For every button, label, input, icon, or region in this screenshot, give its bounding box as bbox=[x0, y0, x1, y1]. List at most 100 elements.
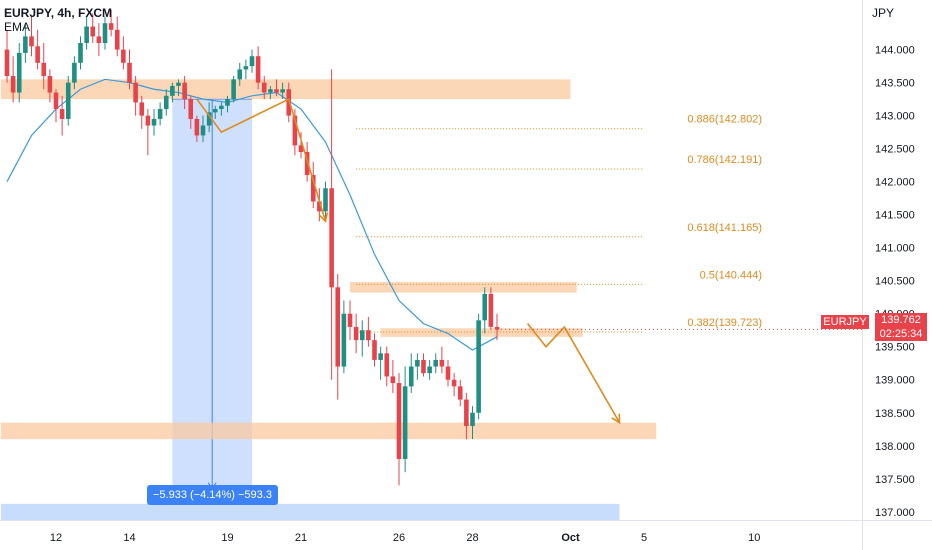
candle bbox=[127, 49, 132, 90]
x-tick-label: 19 bbox=[221, 532, 233, 544]
candle-body bbox=[353, 326, 359, 341]
candle bbox=[121, 36, 126, 70]
supply-demand-zone bbox=[0, 79, 571, 100]
candle bbox=[10, 56, 16, 103]
y-tick-label: 140.500 bbox=[875, 276, 915, 288]
candle bbox=[310, 161, 316, 209]
candle bbox=[72, 56, 77, 90]
candle bbox=[384, 346, 390, 387]
candle-body bbox=[317, 201, 322, 212]
candle bbox=[212, 105, 218, 119]
candle-body bbox=[249, 56, 255, 67]
projection-arrow-head bbox=[318, 212, 329, 223]
y-tick-label: 137.500 bbox=[875, 474, 915, 486]
candle-body bbox=[127, 62, 132, 83]
candle bbox=[445, 359, 451, 387]
candle bbox=[96, 23, 102, 57]
candle bbox=[390, 359, 396, 393]
candle-body bbox=[335, 287, 341, 367]
candle-body bbox=[439, 359, 445, 367]
measure-result-label: −5.933 (−4.14%) −593.3 bbox=[147, 485, 278, 505]
fib-level-label: 0.5(140.444) bbox=[700, 269, 762, 281]
candle-body bbox=[390, 376, 396, 384]
candle-body bbox=[53, 92, 59, 110]
candle-body bbox=[212, 109, 218, 113]
candle bbox=[396, 373, 402, 486]
candle-body bbox=[200, 125, 206, 136]
candle-body bbox=[231, 79, 236, 100]
x-tick-label: 28 bbox=[466, 532, 478, 544]
x-tick-label: Oct bbox=[561, 532, 580, 544]
candle bbox=[231, 76, 236, 103]
candle bbox=[237, 62, 243, 86]
x-tick-label: 12 bbox=[50, 532, 62, 544]
candle-body bbox=[347, 313, 353, 327]
candle-body bbox=[292, 115, 298, 146]
candle-body bbox=[10, 76, 16, 93]
candle bbox=[176, 79, 181, 96]
candle-body bbox=[366, 330, 371, 341]
y-tick-label: 141.500 bbox=[875, 210, 915, 222]
candle bbox=[170, 82, 175, 103]
candle bbox=[163, 89, 169, 116]
candle-body bbox=[188, 99, 194, 119]
candle-body bbox=[23, 36, 28, 53]
candle-body bbox=[114, 29, 120, 50]
supply-demand-zone bbox=[0, 422, 657, 440]
candle bbox=[335, 274, 341, 400]
supply-demand-zone bbox=[350, 282, 577, 293]
candle-body bbox=[298, 145, 304, 152]
candle-body bbox=[29, 36, 34, 47]
candle bbox=[457, 379, 463, 407]
candle bbox=[494, 313, 500, 341]
candle bbox=[323, 181, 328, 218]
x-tick-label: 10 bbox=[748, 532, 760, 544]
candle bbox=[274, 79, 279, 96]
candle bbox=[243, 59, 249, 80]
currency-unit: JPY bbox=[871, 6, 894, 20]
candle-body bbox=[433, 359, 439, 367]
candle-body bbox=[415, 359, 420, 367]
candle bbox=[84, 16, 89, 50]
candle-body bbox=[108, 23, 114, 30]
bar-countdown: 02:25:34 bbox=[875, 327, 927, 341]
candle-body bbox=[206, 112, 212, 126]
candle bbox=[402, 366, 408, 473]
x-tick-label: 5 bbox=[641, 532, 647, 544]
candle bbox=[439, 346, 445, 374]
candle bbox=[366, 317, 371, 347]
candle-body bbox=[451, 379, 457, 387]
y-tick-label: 139.000 bbox=[875, 375, 915, 387]
y-tick-label: 143.500 bbox=[875, 78, 915, 90]
candle bbox=[35, 29, 40, 70]
candle bbox=[225, 95, 230, 113]
candle-body bbox=[274, 89, 279, 93]
candle-body bbox=[304, 151, 310, 176]
plot-area: 0.886(142.802) 0.786(142.191) 0.618(141.16… bbox=[0, 10, 862, 520]
candle-body bbox=[476, 320, 481, 413]
candle-body bbox=[139, 102, 145, 116]
candle-body bbox=[268, 89, 273, 93]
candle-body bbox=[427, 366, 432, 374]
projection-arrow bbox=[196, 98, 327, 222]
candle bbox=[145, 109, 151, 156]
candle bbox=[433, 353, 439, 374]
candle bbox=[451, 373, 457, 397]
symbol-title: EURJPY, 4h, FXCM bbox=[4, 6, 113, 20]
candle bbox=[4, 29, 10, 83]
candle bbox=[415, 353, 420, 380]
candle-body bbox=[133, 82, 138, 103]
candle bbox=[249, 49, 255, 73]
candle-body bbox=[329, 188, 334, 288]
candle bbox=[200, 115, 206, 143]
candle bbox=[329, 69, 334, 380]
projection-arrow bbox=[526, 323, 621, 424]
candle-body bbox=[16, 52, 22, 93]
candle bbox=[78, 36, 83, 70]
candle bbox=[298, 132, 304, 159]
candle-body bbox=[72, 62, 77, 83]
candle bbox=[421, 353, 426, 377]
supply-demand-zone bbox=[380, 328, 583, 337]
candle-body bbox=[470, 412, 475, 426]
